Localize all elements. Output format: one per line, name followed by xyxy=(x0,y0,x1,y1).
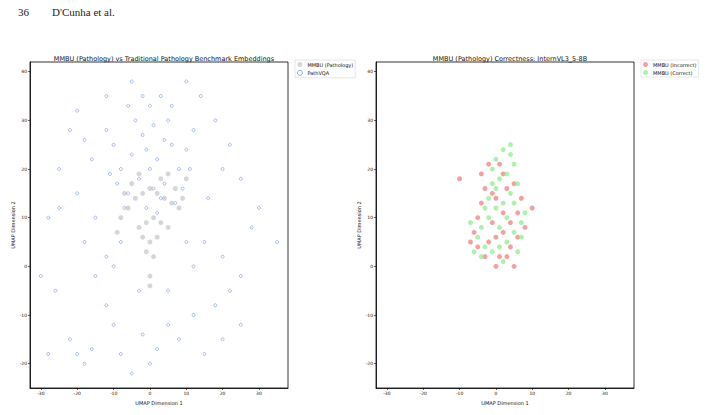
svg-text:30: 30 xyxy=(367,118,373,123)
svg-text:0: 0 xyxy=(24,264,27,269)
html-text:36: 36 xyxy=(18,6,29,18)
svg-text:-10: -10 xyxy=(20,313,27,318)
html-text:D'Cunha et al.: D'Cunha et al. xyxy=(52,6,115,18)
svg-text:30: 30 xyxy=(256,391,262,396)
svg-text:0: 0 xyxy=(494,391,497,396)
svg-text:-20: -20 xyxy=(20,361,27,366)
svg-text:-20: -20 xyxy=(420,391,427,396)
svg-text:PathVQA: PathVQA xyxy=(307,70,329,76)
svg-text:20: 20 xyxy=(21,167,27,172)
svg-text:10: 10 xyxy=(21,215,27,220)
svg-text:-10: -10 xyxy=(366,313,373,318)
svg-text:-30: -30 xyxy=(383,391,390,396)
svg-text:MMBU (Pathology) vs Traditiona: MMBU (Pathology) vs Traditional Patholog… xyxy=(54,55,275,63)
svg-text:UMAP Dimension 1: UMAP Dimension 1 xyxy=(481,400,528,406)
svg-text:20: 20 xyxy=(367,167,373,172)
svg-text:MMBU (Pathology) Correctness:: MMBU (Pathology) Correctness: InternVL3_… xyxy=(433,55,587,63)
svg-text:-20: -20 xyxy=(74,391,81,396)
svg-text:UMAP Dimension 2: UMAP Dimension 2 xyxy=(10,201,16,248)
svg-text:10: 10 xyxy=(367,215,373,220)
svg-text:-30: -30 xyxy=(37,391,44,396)
svg-text:40: 40 xyxy=(21,69,27,74)
svg-text:MMBU (Correct): MMBU (Correct) xyxy=(653,70,693,76)
svg-text:20: 20 xyxy=(566,391,572,396)
svg-text:10: 10 xyxy=(183,391,189,396)
svg-text:10: 10 xyxy=(529,391,535,396)
svg-text:-10: -10 xyxy=(110,391,117,396)
svg-text:-20: -20 xyxy=(366,361,373,366)
svg-text:MMBU (Incorrect): MMBU (Incorrect) xyxy=(653,62,696,68)
svg-text:30: 30 xyxy=(21,118,27,123)
svg-text:UMAP Dimension 1: UMAP Dimension 1 xyxy=(135,400,182,406)
svg-text:20: 20 xyxy=(220,391,226,396)
svg-text:-10: -10 xyxy=(456,391,463,396)
svg-text:MMBU (Pathology): MMBU (Pathology) xyxy=(307,62,353,69)
svg-text:0: 0 xyxy=(370,264,373,269)
svg-text:0: 0 xyxy=(148,391,151,396)
svg-text:30: 30 xyxy=(602,391,608,396)
svg-text:UMAP Dimension 2: UMAP Dimension 2 xyxy=(356,201,362,248)
svg-text:40: 40 xyxy=(367,69,373,74)
